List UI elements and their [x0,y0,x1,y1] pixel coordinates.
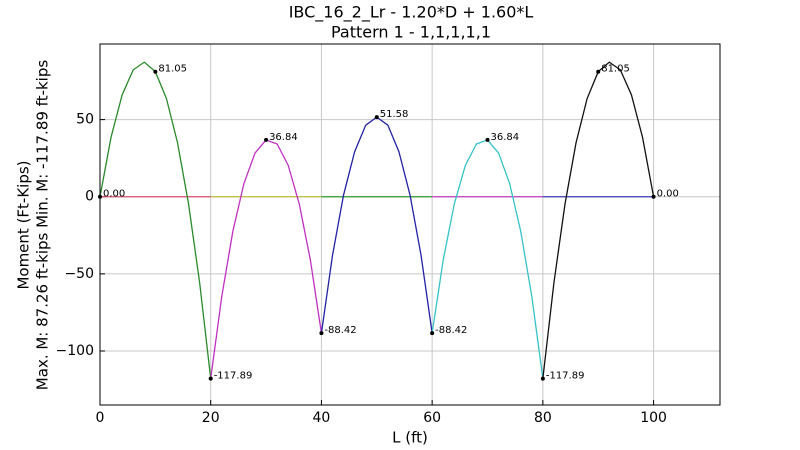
x-tick-label: 100 [640,410,667,426]
annotation-label: -117.89 [546,371,585,382]
annotation-point [596,69,601,74]
annotation-label: 81.05 [158,64,187,75]
annotation-point [430,331,435,336]
annotation-label: 81.05 [601,64,630,75]
x-tick-label: 20 [202,410,220,426]
plot-frame [99,43,721,406]
annotation-point [208,376,213,381]
annotation-point [264,137,269,142]
annotation-label: 0.00 [657,189,679,200]
annotation-point [319,331,324,336]
x-tick-label: 40 [313,410,331,426]
x-tick-label: 80 [534,410,552,426]
y-tick-label: −100 [56,343,94,359]
y-tick-label: 50 [76,112,94,128]
x-axis-label: L (ft) [392,429,428,447]
y-tick-label: −50 [64,266,94,282]
annotation-label: -88.42 [435,325,467,336]
y-tick-label: 0 [85,189,94,205]
x-tick-label: 0 [96,410,105,426]
annotation-label: 51.58 [380,109,409,120]
annotation-label: -88.42 [324,325,356,336]
annotation-point [540,376,545,381]
x-tick-label: 60 [423,410,441,426]
y-axis-label: Moment (Ft-Kips) [15,160,33,289]
y-axis-label-2: Max. M: 87.26 ft-kips Min. M: -117.89 ft… [34,60,52,391]
chart-subtitle: Pattern 1 - 1,1,1,1,1 [331,23,491,42]
annotation-label: -117.89 [214,371,253,382]
annotation-point [153,69,158,74]
annotation-point [651,194,656,199]
annotation-label: 36.84 [491,132,520,143]
annotation-point [374,115,379,120]
annotation-label: 36.84 [269,132,298,143]
annotation-point [485,137,490,142]
annotation-label: 0.00 [103,189,125,200]
chart-title: IBC_16_2_Lr - 1.20*D + 1.60*L [289,3,534,23]
